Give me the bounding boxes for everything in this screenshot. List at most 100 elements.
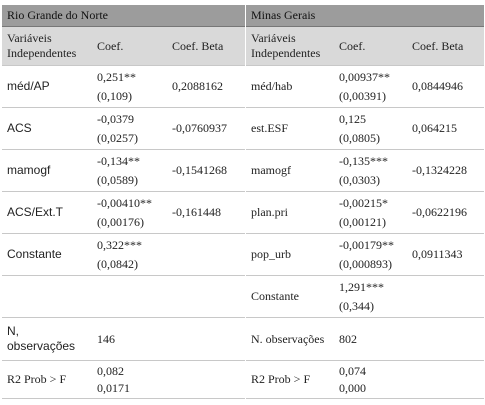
r2-row: R2 Prob > F 0,082 0,0171 — [2, 360, 245, 399]
r2-value: 0,082 — [97, 363, 124, 378]
std-error: (0,0842) — [97, 256, 138, 271]
variable: méd/AP — [2, 65, 92, 108]
header-row: Variáveis Independentes Coef. Coef. Beta — [246, 26, 484, 66]
beta: -0,161448 — [167, 191, 245, 234]
coef: 0,251** — [97, 69, 136, 84]
n-value: 802 — [334, 317, 407, 361]
variable: Constante — [246, 275, 334, 318]
coef: 0,00937** — [339, 69, 390, 84]
std-error: (0,0303) — [339, 172, 380, 187]
variable: est.ESF — [246, 107, 334, 150]
variable: ACS — [2, 107, 92, 150]
beta: 0,0911343 — [407, 233, 484, 276]
coef-cell: -0,00410** (0,00176) — [92, 191, 167, 234]
coef-cell: 1,291*** (0,344) — [334, 275, 407, 318]
coef-cell: 0,322*** (0,0842) — [92, 233, 167, 276]
r2-label: R2 Prob > F — [246, 360, 334, 399]
panel-title: Rio Grande do Norte — [2, 5, 245, 27]
panel-table: Rio Grande do Norte Variáveis Independent… — [2, 5, 245, 399]
data-row: ACS/Ext.T -0,00410** (0,00176) -0,161448 — [2, 191, 245, 234]
std-error: (0,0805) — [339, 130, 380, 145]
coef-cell: -0,0379 (0,0257) — [92, 107, 167, 150]
header-cell: Variáveis Independentes — [246, 26, 334, 66]
beta: 0,064215 — [407, 107, 484, 150]
variable: mamogf — [2, 149, 92, 192]
std-error: (0,109) — [97, 88, 132, 103]
std-error: (0,0589) — [97, 172, 138, 187]
coef-cell: -0,134** (0,0589) — [92, 149, 167, 192]
panel-title: Minas Gerais — [246, 5, 484, 27]
header-cell: Coef. Beta — [167, 26, 245, 66]
variable: plan.pri — [246, 191, 334, 234]
n-row: N. observações 802 — [246, 317, 484, 361]
r2-label: R2 Prob > F — [2, 360, 92, 399]
header-row: Variáveis Independentes Coef. Coef. Beta — [2, 26, 245, 66]
beta: 0,0844946 — [407, 65, 484, 108]
header-cell: Coef. — [334, 26, 407, 66]
coef-cell: -0,00215* (0,00121) — [334, 191, 407, 234]
empty-cell — [167, 275, 245, 318]
n-value: 146 — [92, 317, 167, 361]
data-row: ACS -0,0379 (0,0257) -0,0760937 — [2, 107, 245, 150]
variable: mamogf — [246, 149, 334, 192]
variable: pop_urb — [246, 233, 334, 276]
data-row — [2, 275, 245, 318]
data-row: est.ESF 0,125 (0,0805) 0,064215 — [246, 107, 484, 150]
empty-cell — [407, 317, 484, 361]
r2-value: 0,0171 — [97, 380, 130, 395]
coef-cell: -0,135*** (0,0303) — [334, 149, 407, 192]
coef: -0,134** — [97, 153, 140, 168]
coef: -0,00179** — [339, 237, 394, 252]
data-row: pop_urb -0,00179** (0,000893) 0,0911343 — [246, 233, 484, 276]
empty-cell — [407, 360, 484, 399]
coef: -0,00215* — [339, 195, 388, 210]
std-error: (0,0257) — [97, 130, 138, 145]
coef-cell: -0,00179** (0,000893) — [334, 233, 407, 276]
variable: ACS/Ext.T — [2, 191, 92, 234]
beta: 0,2088162 — [167, 65, 245, 108]
header-cell: Coef. — [92, 26, 167, 66]
data-row: méd/hab 0,00937** (0,00391) 0,0844946 — [246, 65, 484, 108]
n-label: N, observações — [2, 317, 92, 361]
beta: -0,1324228 — [407, 149, 484, 192]
header-cell: Coef. Beta — [407, 26, 484, 66]
std-error: (0,00391) — [339, 88, 386, 103]
header-cell: Variáveis Independentes — [2, 26, 92, 66]
title-row: Rio Grande do Norte — [2, 5, 245, 27]
n-row: N, observações 146 — [2, 317, 245, 361]
variable: méd/hab — [246, 65, 334, 108]
coef: 0,322*** — [97, 237, 142, 252]
variable: Constante — [2, 233, 92, 276]
r2-value: 0,074 — [339, 363, 366, 378]
beta: -0,1541268 — [167, 149, 245, 192]
data-row: mamogf -0,135*** (0,0303) -0,1324228 — [246, 149, 484, 192]
title-row: Minas Gerais — [246, 5, 484, 27]
beta — [407, 275, 484, 318]
coef: 0,125 — [339, 111, 366, 126]
coef: 1,291*** — [339, 279, 384, 294]
r2-values: 0,074 0,000 — [334, 360, 407, 399]
data-row: méd/AP 0,251** (0,109) 0,2088162 — [2, 65, 245, 108]
empty-cell — [2, 275, 92, 318]
data-row: mamogf -0,134** (0,0589) -0,1541268 — [2, 149, 245, 192]
empty-cell — [92, 275, 167, 318]
std-error: (0,000893) — [339, 256, 392, 271]
data-row: plan.pri -0,00215* (0,00121) -0,0622196 — [246, 191, 484, 234]
beta: -0,0760937 — [167, 107, 245, 150]
coef-cell: 0,00937** (0,00391) — [334, 65, 407, 108]
r2-row: R2 Prob > F 0,074 0,000 — [246, 360, 484, 399]
empty-cell — [167, 317, 245, 361]
data-row: Constante 0,322*** (0,0842) — [2, 233, 245, 276]
beta: -0,0622196 — [407, 191, 484, 234]
std-error: (0,344) — [339, 298, 374, 313]
coef-cell: 0,125 (0,0805) — [334, 107, 407, 150]
coef-cell: 0,251** (0,109) — [92, 65, 167, 108]
coef: -0,0379 — [97, 111, 134, 126]
data-row: Constante 1,291*** (0,344) — [246, 275, 484, 318]
std-error: (0,00176) — [97, 214, 144, 229]
r2-value: 0,000 — [339, 380, 366, 395]
coef: -0,00410** — [97, 195, 152, 210]
r2-values: 0,082 0,0171 — [92, 360, 167, 399]
empty-cell — [167, 360, 245, 399]
